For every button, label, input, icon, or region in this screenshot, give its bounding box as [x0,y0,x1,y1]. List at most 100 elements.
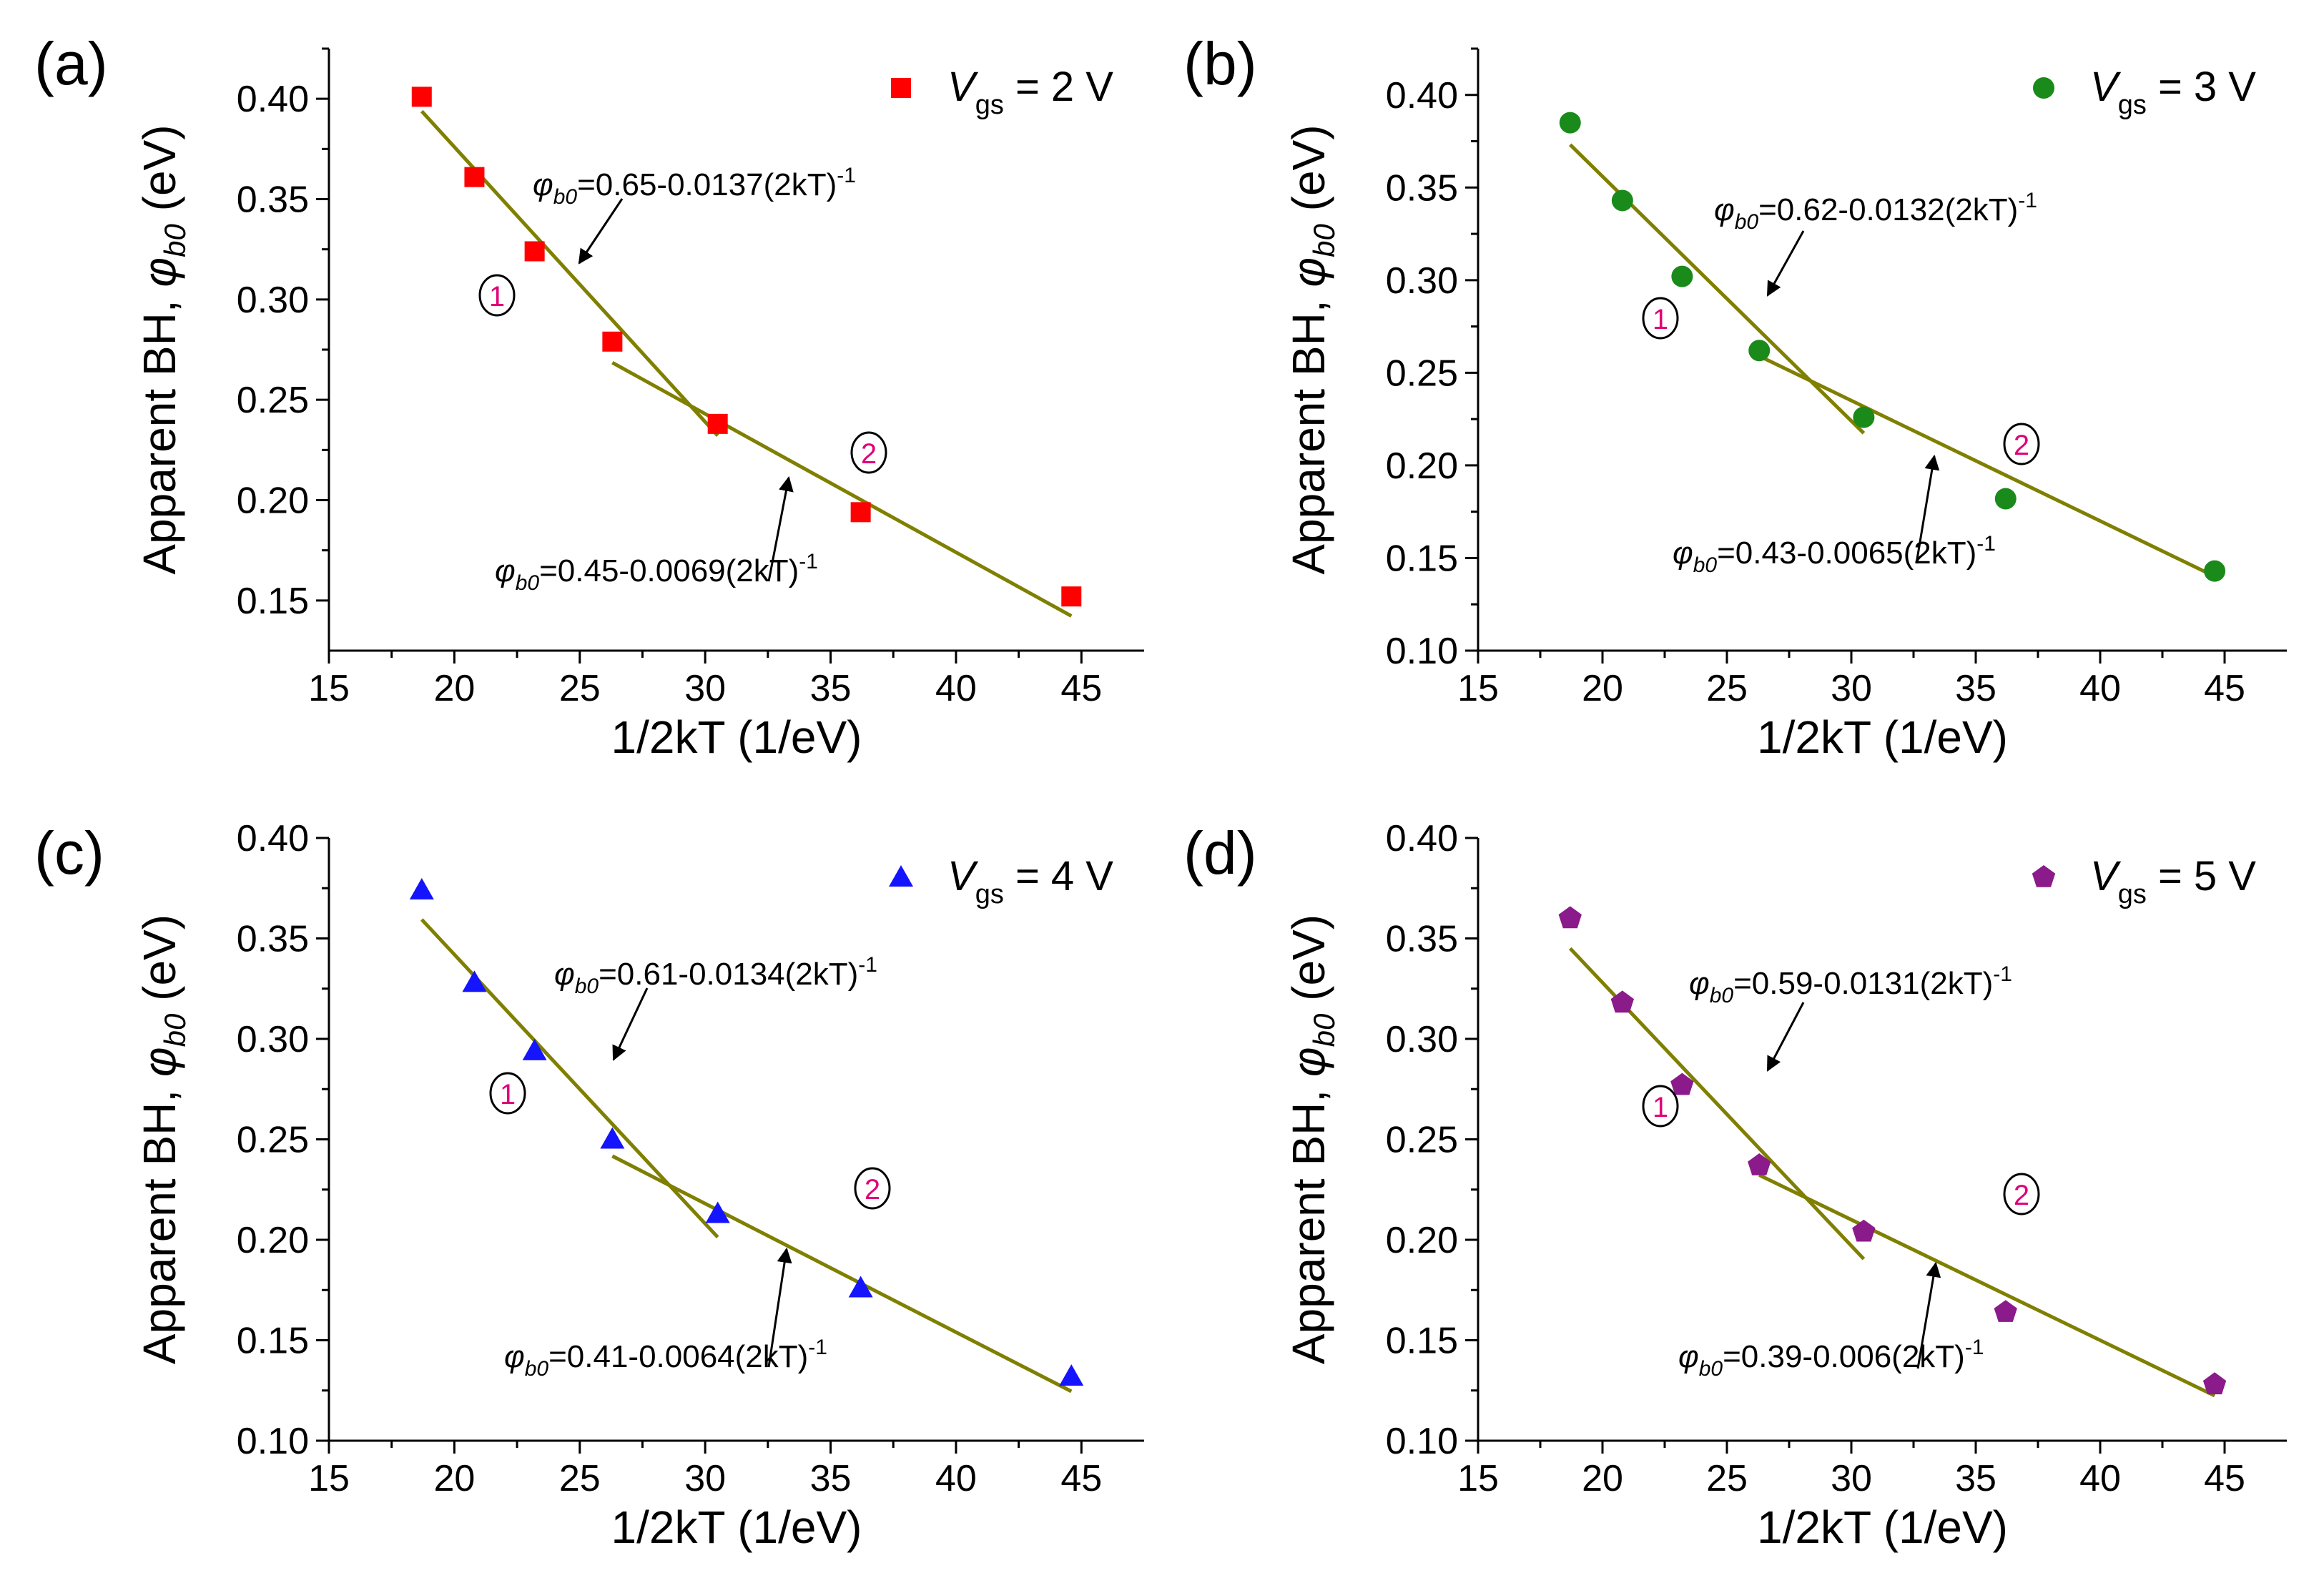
x-tick-label: 15 [308,668,350,709]
x-tick-label: 20 [1582,668,1623,709]
data-point [1610,990,1634,1013]
x-tick-label: 45 [1060,668,1102,709]
legend-label: Vgs = 4 V [947,853,1113,909]
region-circle [2003,423,2040,465]
y-tick-label: 0.35 [1386,167,1458,209]
legend-label: Vgs = 5 V [2090,853,2256,909]
region-number: 2 [2014,1180,2029,1211]
x-tick-label: 20 [433,1458,475,1499]
fit-equation-2: φb0=0.45-0.0069(2kT)-1 [495,550,818,595]
x-tick-label: 25 [1706,668,1748,709]
y-tick-label: 0.25 [237,1120,309,1161]
region-number: 1 [489,281,505,312]
fit-equation-2: φb0=0.43-0.0065(2kT)-1 [1673,532,1996,577]
x-axis-title: 1/2kT (1/eV) [1757,1501,2008,1553]
y-tick-label: 0.30 [237,1019,309,1060]
fit-equation-1: φb0=0.65-0.0137(2kT)-1 [533,164,856,209]
data-point [1853,406,1875,428]
x-tick-label: 45 [1060,1458,1102,1499]
y-axis-title: Apparent BH, φb0 (eV) [1283,124,1341,574]
x-tick-label: 20 [433,668,475,709]
annotation-arrow [1766,1002,1805,1072]
region-circle [1642,297,1679,340]
y-tick-label: 0.30 [1386,260,1458,302]
region-circle [489,1072,526,1115]
y-tick-label: 0.20 [237,480,309,522]
x-tick-label: 40 [2079,1458,2121,1499]
fit-equation-1: φb0=0.61-0.0134(2kT)-1 [554,953,877,998]
y-tick-label: 0.10 [1386,631,1458,672]
panel-d: 15 20 25 30 35 40 45 0.10 0.15 0.20 0.25 0.30 0.35 0.… [1183,818,2287,1553]
panel-label: (c) [34,819,104,887]
data-point [848,1276,873,1298]
legend-marker [2032,865,2056,887]
annotation-arrow [1916,1261,1941,1369]
y-tick-label: 0.20 [237,1220,309,1261]
x-tick-label: 35 [1955,668,1996,709]
data-point [524,241,545,262]
region-number: 1 [1653,304,1668,335]
fit-line-1 [1569,143,1866,435]
x-tick-label: 40 [2079,668,2121,709]
x-tick-label: 35 [1955,1458,1996,1499]
data-point [2202,1372,2227,1395]
y-axis-title: Apparent BH, φb0 (eV) [134,124,192,574]
fit-equation-2: φb0=0.39-0.006(2kT)-1 [1678,1336,1984,1381]
x-tick-label: 35 [810,1458,852,1499]
y-tick-label: 0.40 [237,818,309,859]
region-circle [2003,1173,2040,1215]
panel-label: (d) [1183,819,1257,887]
panel-b: 15 20 25 30 35 40 45 0.10 0.15 0.20 0.25 0.30 0.35 0.… [1183,30,2287,763]
data-point [600,1127,625,1149]
y-tick-label: 0.15 [1386,538,1458,579]
fit-equation-1: φb0=0.62-0.0132(2kT)-1 [1714,189,2037,234]
data-point [2204,560,2226,582]
x-tick-label: 45 [2204,1458,2245,1499]
annotation-arrow [1915,454,1940,564]
legend-marker [2033,77,2054,99]
data-point [462,970,487,992]
region-circle [478,274,516,317]
y-tick-label: 0.20 [1386,1220,1458,1261]
y-tick-label: 0.10 [1386,1421,1458,1462]
region-number: 1 [500,1079,516,1110]
y-tick-label: 0.20 [1386,445,1458,487]
region-circle [850,431,887,474]
data-point [850,502,871,523]
legend-marker [889,865,913,887]
data-point [1670,1072,1694,1095]
fit-line-2 [1758,1173,2216,1398]
data-point [1671,265,1693,287]
x-tick-label: 30 [684,1458,726,1499]
legend-label: Vgs = 3 V [2090,64,2256,120]
data-point [1852,1219,1876,1242]
annotation-arrow [1766,230,1805,297]
data-point [1059,1364,1084,1386]
data-point [705,1201,730,1223]
data-point [409,878,434,900]
x-tick-label: 40 [935,668,977,709]
annotation-arrow [767,1247,792,1368]
data-point [1558,906,1582,929]
y-tick-label: 0.15 [1386,1321,1458,1362]
y-axis-title: Apparent BH, φb0 (eV) [1283,914,1341,1364]
x-tick-label: 15 [1457,1458,1499,1499]
fit-line-2 [611,360,1073,618]
data-point [464,167,485,187]
x-tick-label: 40 [935,1458,977,1499]
x-tick-label: 15 [1457,668,1499,709]
data-point [602,331,623,352]
y-tick-label: 0.25 [1386,352,1458,394]
region-circle [854,1167,891,1210]
x-tick-label: 20 [1582,1458,1623,1499]
y-tick-label: 0.40 [237,79,309,120]
y-tick-label: 0.40 [1386,818,1458,859]
data-point [707,413,728,434]
legend-marker [891,78,911,98]
y-tick-label: 0.15 [237,1321,309,1362]
fit-line-1 [420,109,719,437]
x-tick-label: 45 [2204,668,2245,709]
data-point [1994,488,2017,510]
y-tick-label: 0.35 [237,919,309,960]
